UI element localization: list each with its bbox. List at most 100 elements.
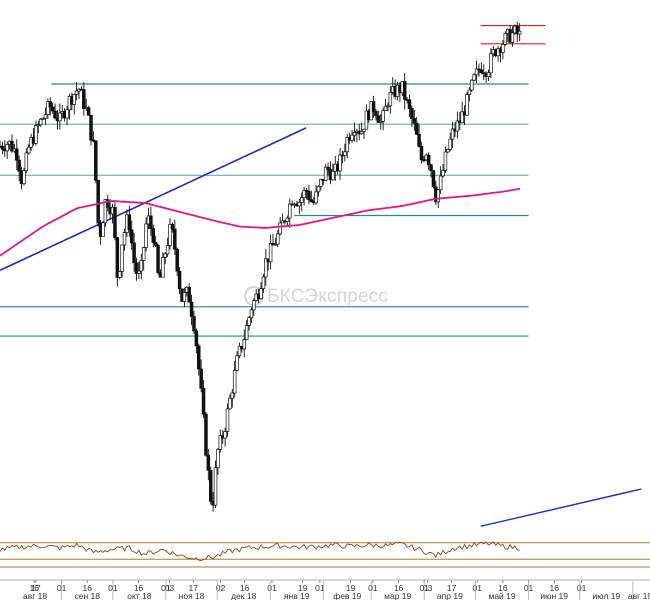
candle-body-48 [113,206,117,238]
candle-body-59 [139,260,144,272]
candle-body-180 [429,164,433,171]
candle-body-134 [319,179,323,187]
candle-body-79 [187,286,191,303]
candle-body-74 [175,248,179,272]
x-month-label: июн 19 [540,591,568,600]
candle-body-214 [510,32,515,43]
candle-body-52 [122,232,127,246]
candle-body-109 [259,288,263,300]
candle-body-129 [307,190,311,201]
candle-body-174 [414,122,419,135]
candle-body-195 [465,94,469,116]
candle-body-73 [173,228,177,250]
x-month-label: окт 18 [127,591,152,600]
candle-body-139 [331,171,335,181]
candle-body-199 [474,68,479,76]
candle-body-58 [137,270,141,274]
candle-body-72 [170,223,175,230]
x-month-label: май 19 [488,591,515,600]
candle-body-176 [419,146,424,161]
candle-body-191 [455,120,460,132]
candle-body-121 [288,203,292,219]
candle-body-19 [43,114,48,119]
candle-body-103 [244,325,249,340]
x-tick-label: 16 [498,583,508,593]
x-tick-label: 16 [134,583,144,593]
candle-body-45 [106,199,110,208]
moving-average-line [0,187,521,257]
candle-body-162 [386,105,390,108]
candle-body-7 [15,148,19,161]
candle-body-8 [17,159,21,172]
candle-body-11 [24,152,29,172]
candle-body-66 [156,245,160,273]
x-tick-label: 16 [394,583,404,593]
x-tick-label: 01 [315,583,325,593]
watermark-text: БКСЭкспресс [267,286,389,307]
candle-body-115 [273,243,278,246]
x-month-label: авг 18 [23,591,47,600]
candle-body-125 [297,201,302,207]
candle-body-54 [127,214,132,231]
candle-body-171 [407,99,412,109]
candles [0,21,522,512]
candle-body-104 [247,317,251,326]
candle-body-105 [249,309,254,319]
candle-body-86 [204,413,208,456]
candle-body-205 [489,53,493,74]
trend-line-0 [0,127,307,272]
candle-body-60 [141,247,146,261]
candle-body-90 [213,467,218,506]
x-tick-label: 16 [83,583,93,593]
x-month-label: авг 19 [628,591,650,600]
candle-body-37 [86,107,91,116]
candle-body-130 [309,199,314,202]
candle-body-40 [94,140,98,181]
x-tick-label: 19 [298,583,308,593]
candle-body-216 [515,25,520,35]
candle-body-70 [165,245,170,255]
candle-body-198 [472,74,476,81]
candle-body-71 [168,223,172,246]
x-tick-label: 19 [346,583,356,593]
candle-body-117 [278,222,282,235]
candle-body-133 [316,185,321,193]
candle-body-77 [182,292,187,302]
x-tick-label: 02 [216,583,226,593]
candle-body-44 [103,199,108,224]
candle-body-152 [362,128,366,132]
candle-body-63 [149,215,153,229]
candle-body-100 [237,345,242,357]
candle-body-95 [225,408,230,432]
candle-body-31 [72,93,76,105]
oscillator-panel [0,488,650,568]
candle-body-179 [426,154,431,166]
candle-body-49 [115,237,120,278]
candle-body-102 [242,339,247,350]
candle-body-87 [206,454,211,471]
candle-body-57 [134,262,139,274]
x-month-label: апр 19 [437,591,463,600]
candle-body-111 [264,258,268,278]
candle-body-69 [163,253,167,258]
candle-body-184 [438,175,443,191]
candle-body-200 [477,68,481,71]
candle-body-68 [161,257,165,278]
x-tick-label: 17 [447,583,457,593]
oscillator-line [0,541,520,562]
candle-body-17 [38,118,43,126]
candle-body-61 [144,223,148,248]
candle-body-91 [216,449,220,469]
candle-body-1 [0,145,5,150]
candle-body-113 [268,243,273,263]
candle-body-50 [117,271,122,278]
candle-body-41 [96,179,100,224]
candle-body-18 [41,117,45,120]
trend-lines [0,127,307,272]
x-tick-label: 01 [368,583,378,593]
x-month-label: мар 19 [384,591,411,600]
oscillator-trend-line [480,488,642,527]
candle-body-137 [326,166,330,170]
candle-body-16 [36,124,41,127]
